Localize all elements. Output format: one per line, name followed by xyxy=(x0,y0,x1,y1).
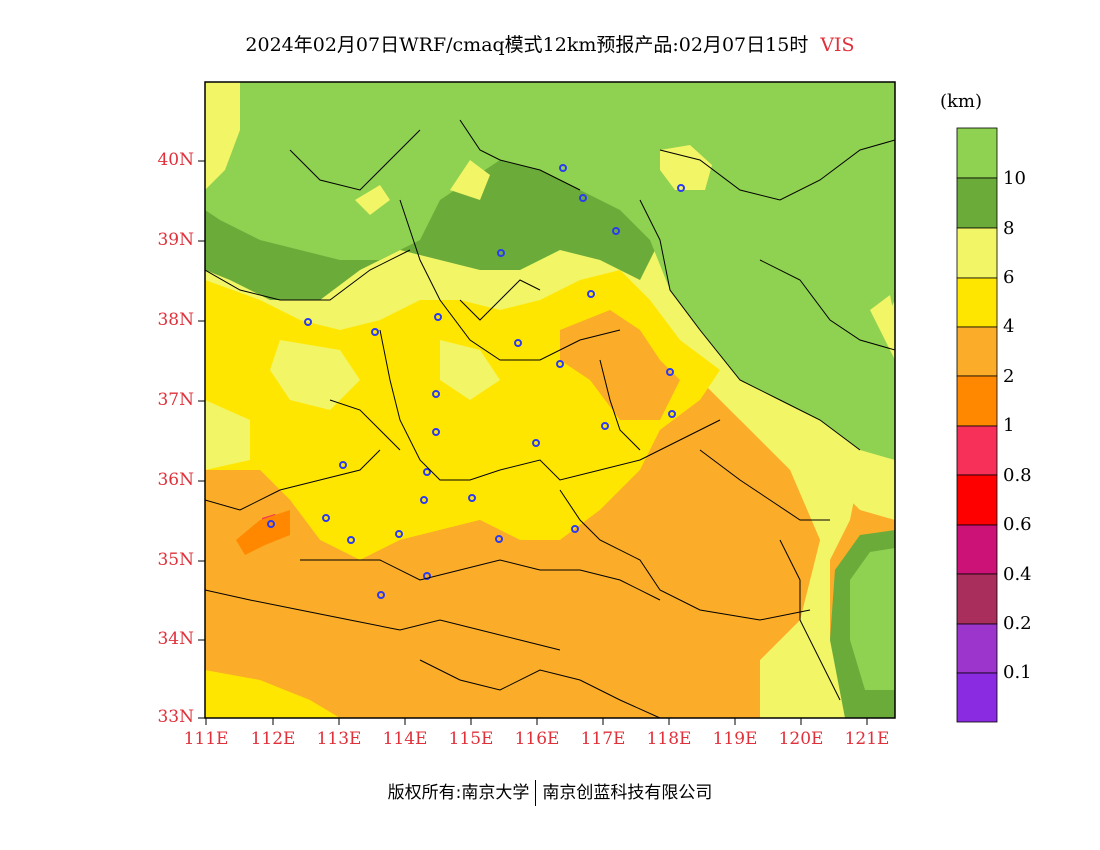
colorbar-swatch xyxy=(956,623,998,674)
station-marker xyxy=(377,591,385,599)
colorbar-swatch xyxy=(956,177,998,229)
station-marker xyxy=(677,184,685,192)
colorbar-swatch xyxy=(956,277,998,328)
map-frame xyxy=(204,81,896,719)
station-marker xyxy=(556,360,564,368)
vis-6-8-patch xyxy=(270,340,360,410)
station-marker xyxy=(434,313,442,321)
colorbar-swatch xyxy=(956,474,998,526)
station-marker xyxy=(514,339,522,347)
colorbar-swatch xyxy=(956,375,998,427)
vis-6-8-patch-n xyxy=(450,160,490,200)
station-marker xyxy=(468,494,476,502)
station-marker xyxy=(612,227,620,235)
lat-label: 33N xyxy=(157,707,194,727)
vis-1-2-spot xyxy=(236,510,290,555)
title-text: 2024年02月07日WRF/cmaq模式12km预报产品:02月07日15时 xyxy=(245,34,809,56)
colorbar-label: 0.1 xyxy=(1003,662,1032,683)
copyright-text: 版权所有:南京大学 xyxy=(387,783,530,803)
colorbar-swatch xyxy=(956,524,998,575)
station-marker xyxy=(601,422,609,430)
footer-separator xyxy=(535,780,537,806)
vis-6-8-patch xyxy=(440,340,500,400)
colorbar-swatch xyxy=(956,573,998,625)
vis-gt10-southeast xyxy=(850,548,895,690)
colorbar-label: 1 xyxy=(1003,415,1015,436)
station-marker xyxy=(532,439,540,447)
station-marker xyxy=(420,496,428,504)
colorbar-label: 10 xyxy=(1003,168,1026,189)
station-marker xyxy=(497,249,505,257)
axis-ticks xyxy=(198,160,868,725)
station-marker xyxy=(432,390,440,398)
colorbar-label: 8 xyxy=(1003,218,1015,239)
vis-6-8-patch-w xyxy=(205,82,240,190)
station-marker xyxy=(267,520,275,528)
lat-label: 40N xyxy=(157,150,194,170)
colorbar-label: 0.4 xyxy=(1003,564,1032,585)
station-marker xyxy=(495,535,503,543)
station-marker xyxy=(559,164,567,172)
visibility-field xyxy=(205,82,895,718)
station-marker xyxy=(571,525,579,533)
vis-6-8-patch-e xyxy=(870,295,895,330)
vis-2-4-southwest xyxy=(205,400,820,718)
legend-unit: (km) xyxy=(940,91,983,112)
lon-label: 117E xyxy=(580,729,626,749)
lon-label: 115E xyxy=(448,729,494,749)
station-marker xyxy=(347,536,355,544)
vis-6-8-patch xyxy=(205,400,250,470)
footer-copyright: 版权所有:南京大学 南京创蓝科技有限公司 xyxy=(0,778,1100,806)
lon-label: 113E xyxy=(316,729,362,749)
station-marker xyxy=(432,428,440,436)
colorbar-label: 0.6 xyxy=(1003,514,1032,535)
lat-label: 38N xyxy=(157,310,194,330)
variable-name: VIS xyxy=(820,34,855,56)
lon-label: 121E xyxy=(844,729,890,749)
lon-label: 114E xyxy=(382,729,428,749)
lat-label: 34N xyxy=(157,629,194,649)
station-marker xyxy=(587,290,595,298)
station-marker xyxy=(339,461,347,469)
admin-boundaries xyxy=(205,119,895,718)
lon-label: 116E xyxy=(514,729,560,749)
colorbar-swatch xyxy=(956,672,998,723)
station-marker xyxy=(395,530,403,538)
colorbar-swatch xyxy=(956,425,998,476)
lat-label: 39N xyxy=(157,230,194,250)
lon-label: 119E xyxy=(712,729,758,749)
colorbar xyxy=(956,127,998,723)
colorbar-swatch xyxy=(956,127,998,179)
lon-label: 118E xyxy=(646,729,692,749)
lon-label: 111E xyxy=(183,729,229,749)
colorbar-swatch xyxy=(956,227,998,279)
lat-label: 36N xyxy=(157,470,194,490)
station-marker xyxy=(423,468,431,476)
colorbar-label: 0.8 xyxy=(1003,465,1032,486)
station-marker xyxy=(304,318,312,326)
lat-label: 37N xyxy=(157,390,194,410)
colorbar-swatch xyxy=(956,326,998,377)
lon-label: 112E xyxy=(250,729,296,749)
vis-6-8-patch-nw xyxy=(355,185,390,215)
colorbar-label: 0.2 xyxy=(1003,613,1032,634)
station-marker xyxy=(322,514,330,522)
station-marker xyxy=(371,328,379,336)
vis-4-6-bottomleft xyxy=(205,670,340,718)
vis-6-8-patch-ne xyxy=(660,145,712,190)
map-title: 2024年02月07日WRF/cmaq模式12km预报产品:02月07日15时 V… xyxy=(0,30,1100,57)
colorbar-label: 6 xyxy=(1003,267,1015,288)
station-marker xyxy=(579,194,587,202)
station-marker xyxy=(666,368,674,376)
company-text: 南京创蓝科技有限公司 xyxy=(542,783,713,803)
colorbar-label: 4 xyxy=(1003,316,1015,337)
station-markers xyxy=(267,164,685,599)
station-marker xyxy=(668,410,676,418)
colorbar-label: 2 xyxy=(1003,366,1015,387)
station-marker xyxy=(423,572,431,580)
lon-label: 120E xyxy=(778,729,824,749)
vis-6-8-coast xyxy=(720,370,895,520)
lat-label: 35N xyxy=(157,550,194,570)
